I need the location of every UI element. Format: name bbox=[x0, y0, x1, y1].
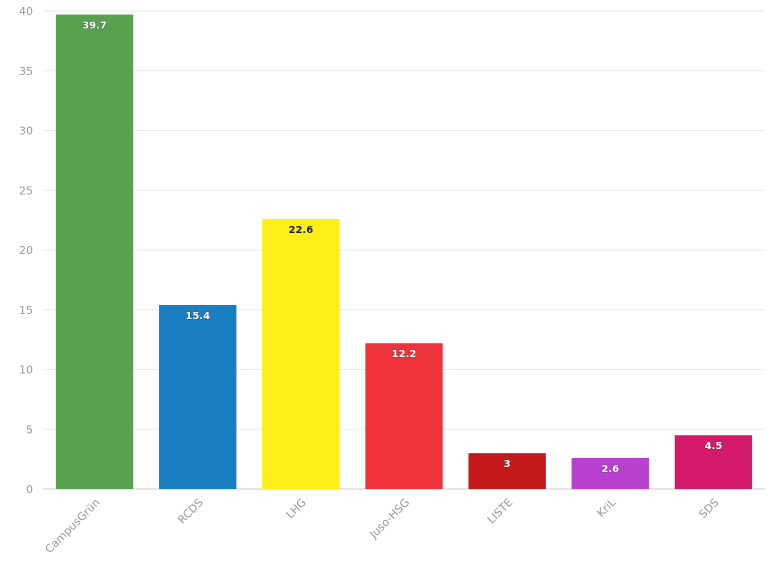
y-tick-label: 15 bbox=[19, 304, 33, 317]
bar-rcds[interactable] bbox=[159, 304, 237, 489]
data-label: 39.7 bbox=[82, 21, 107, 32]
y-tick-label: 25 bbox=[19, 184, 33, 197]
y-tick-label: 20 bbox=[19, 244, 33, 257]
bar-liste[interactable] bbox=[468, 453, 546, 489]
data-label: 2.6 bbox=[601, 464, 619, 475]
x-tick-label: KriL bbox=[594, 495, 619, 520]
x-tick-label: SDS bbox=[696, 496, 721, 521]
x-tick-label: RCDS bbox=[175, 496, 206, 527]
data-label: 15.4 bbox=[185, 311, 210, 322]
bar-campusgr-n[interactable] bbox=[55, 14, 134, 490]
bar-juso-hsg[interactable] bbox=[365, 343, 443, 489]
x-tick-label: CampusGrün bbox=[43, 496, 103, 556]
bar-lhg[interactable] bbox=[262, 218, 340, 489]
y-tick-label: 30 bbox=[19, 125, 33, 138]
y-tick-label: 5 bbox=[26, 423, 33, 436]
data-label: 4.5 bbox=[705, 441, 723, 452]
data-label: 12.2 bbox=[392, 349, 417, 360]
data-label: 3 bbox=[504, 459, 511, 470]
y-tick-label: 35 bbox=[19, 65, 33, 78]
y-tick-label: 40 bbox=[19, 5, 33, 18]
x-tick-label: LHG bbox=[284, 496, 309, 521]
x-tick-label: Juso-HSG bbox=[366, 496, 412, 542]
data-label: 22.6 bbox=[289, 225, 314, 236]
y-tick-label: 10 bbox=[19, 364, 33, 377]
bar-kril[interactable] bbox=[571, 457, 649, 489]
x-axis: CampusGrün RCDS LHG Juso-HSG LISTE KriL SDS bbox=[43, 495, 722, 556]
y-tick-label: 0 bbox=[26, 483, 33, 496]
bars: 39.7 15.4 22.6 12.2 3 2.6 4.5 bbox=[55, 14, 753, 490]
x-tick-label: LISTE bbox=[485, 496, 515, 526]
bar-sds[interactable] bbox=[674, 435, 753, 489]
y-axis: 0 5 10 15 20 25 30 35 40 bbox=[19, 5, 33, 496]
